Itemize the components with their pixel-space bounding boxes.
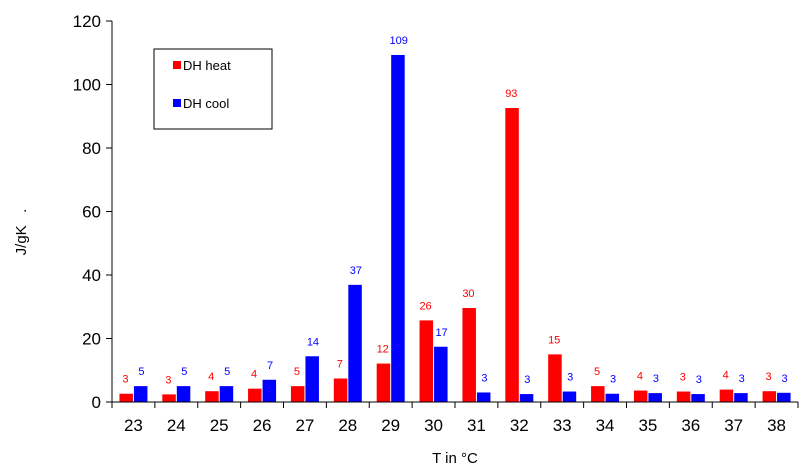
x-tick-label: 32 bbox=[510, 416, 529, 435]
legend-label-dh-cool: DH cool bbox=[183, 96, 229, 111]
data-label-dh-heat: 3 bbox=[165, 374, 171, 386]
y-tick-label: 120 bbox=[73, 12, 101, 31]
x-tick-label: 36 bbox=[681, 416, 700, 435]
legend-swatch-dh-heat bbox=[173, 61, 181, 69]
data-label-dh-cool: 3 bbox=[481, 372, 487, 384]
bar-dh-cool bbox=[434, 346, 448, 402]
bar-dh-cool bbox=[648, 393, 662, 402]
bar-dh-cool bbox=[219, 386, 234, 402]
data-label-dh-heat: 3 bbox=[766, 371, 772, 383]
data-label-dh-cool: 3 bbox=[653, 373, 659, 385]
bar-dh-cool bbox=[348, 284, 362, 402]
x-tick-label: 28 bbox=[338, 416, 357, 435]
x-tick-label: 23 bbox=[124, 416, 143, 435]
bar-dh-heat bbox=[591, 386, 605, 402]
data-label-dh-cool: 3 bbox=[567, 372, 573, 384]
x-tick-label: 26 bbox=[253, 416, 272, 435]
x-tick-label: 30 bbox=[424, 416, 443, 435]
data-label-dh-heat: 30 bbox=[462, 288, 474, 300]
bar-dh-heat bbox=[119, 393, 133, 402]
data-label-dh-heat: 3 bbox=[122, 374, 128, 386]
data-label-dh-cool: 37 bbox=[350, 265, 362, 277]
bar-dh-cool bbox=[519, 394, 534, 402]
y-axis: 0 20 40 60 80 100 120 bbox=[73, 12, 112, 412]
x-tick-label: 25 bbox=[210, 416, 229, 435]
plot-area bbox=[119, 54, 791, 403]
data-label-dh-cool: 7 bbox=[267, 360, 273, 372]
data-label-dh-cool: 5 bbox=[181, 366, 187, 378]
bar-dh-cool bbox=[391, 54, 405, 402]
data-label-dh-cool: 3 bbox=[782, 373, 788, 385]
bar-dh-heat bbox=[762, 391, 777, 402]
bar-dh-cool bbox=[305, 356, 319, 402]
bar-dh-cool bbox=[562, 391, 577, 402]
bar-dh-heat bbox=[548, 354, 562, 402]
x-tick-label: 34 bbox=[596, 416, 615, 435]
legend: DH heat DH cool bbox=[153, 48, 273, 130]
bar-dh-heat bbox=[719, 389, 734, 402]
x-tick-label: 38 bbox=[767, 416, 786, 435]
x-axis-title: T in °C bbox=[432, 450, 478, 467]
bar-dh-cool bbox=[133, 386, 148, 402]
data-label-dh-cool: 3 bbox=[696, 374, 702, 386]
data-label-dh-cool: 3 bbox=[610, 374, 616, 386]
data-label-dh-heat: 4 bbox=[251, 369, 257, 381]
x-tick-label: 31 bbox=[467, 416, 486, 435]
y-tick-label: 100 bbox=[73, 76, 101, 95]
data-label-dh-heat: 3 bbox=[680, 372, 686, 384]
data-label-dh-heat: 5 bbox=[294, 366, 300, 378]
data-label-dh-heat: 7 bbox=[337, 359, 343, 371]
bar-dh-heat bbox=[376, 363, 391, 402]
y-tick-label: 40 bbox=[82, 266, 101, 285]
data-label-dh-cool: 5 bbox=[138, 366, 144, 378]
y-tick-label: 0 bbox=[92, 393, 101, 412]
data-label-dh-cool: 14 bbox=[307, 336, 319, 348]
bar-dh-heat bbox=[633, 390, 648, 402]
y-tick-label: 20 bbox=[82, 330, 101, 349]
data-label-dh-cool: 5 bbox=[224, 366, 230, 378]
data-label-dh-heat: 15 bbox=[548, 334, 560, 346]
bar-dh-cool bbox=[605, 393, 620, 402]
data-label-dh-heat: 93 bbox=[505, 88, 517, 100]
x-tick-label: 27 bbox=[295, 416, 314, 435]
x-axis: 23 24 25 26 27 28 29 30 31 32 33 34 35 36 37 38 bbox=[111, 402, 799, 435]
bar-dh-heat bbox=[676, 391, 691, 402]
y-axis-title: J/gK . bbox=[13, 209, 30, 256]
legend-label-dh-heat: DH heat bbox=[183, 58, 231, 73]
data-label-dh-cool: 3 bbox=[524, 374, 530, 386]
y-tick-label: 60 bbox=[82, 203, 101, 222]
bar-dh-cool bbox=[691, 394, 705, 402]
bar-dh-heat bbox=[248, 388, 262, 402]
bar-dh-cool bbox=[176, 386, 191, 402]
data-label-dh-cool: 3 bbox=[739, 373, 745, 385]
bar-dh-cool bbox=[777, 392, 791, 402]
bar-dh-heat bbox=[205, 391, 219, 402]
x-tick-label: 29 bbox=[381, 416, 400, 435]
data-label-dh-heat: 26 bbox=[419, 300, 431, 312]
x-tick-label: 37 bbox=[724, 416, 743, 435]
bar-dh-heat bbox=[290, 386, 305, 402]
x-tick-label: 24 bbox=[167, 416, 186, 435]
x-tick-label: 33 bbox=[553, 416, 572, 435]
y-tick-label: 80 bbox=[82, 139, 101, 158]
data-label-dh-heat: 4 bbox=[208, 371, 214, 383]
data-label-dh-heat: 12 bbox=[377, 344, 389, 356]
data-label-dh-heat: 4 bbox=[637, 371, 643, 383]
legend-swatch-dh-cool bbox=[173, 99, 181, 107]
bar-dh-cool bbox=[476, 392, 491, 402]
bar-dh-cool bbox=[734, 393, 748, 402]
bar-dh-heat bbox=[333, 378, 348, 402]
bar-dh-heat bbox=[419, 320, 434, 402]
bar-dh-heat bbox=[162, 394, 176, 402]
data-label-dh-heat: 4 bbox=[723, 370, 729, 382]
bar-dh-heat bbox=[505, 107, 519, 403]
data-label-dh-heat: 5 bbox=[594, 366, 600, 378]
bar-dh-cool bbox=[262, 379, 277, 402]
data-label-dh-cool: 17 bbox=[435, 327, 447, 339]
data-label-dh-cool: 109 bbox=[390, 35, 408, 47]
bar-dh-heat bbox=[462, 308, 476, 402]
x-tick-label: 35 bbox=[638, 416, 657, 435]
